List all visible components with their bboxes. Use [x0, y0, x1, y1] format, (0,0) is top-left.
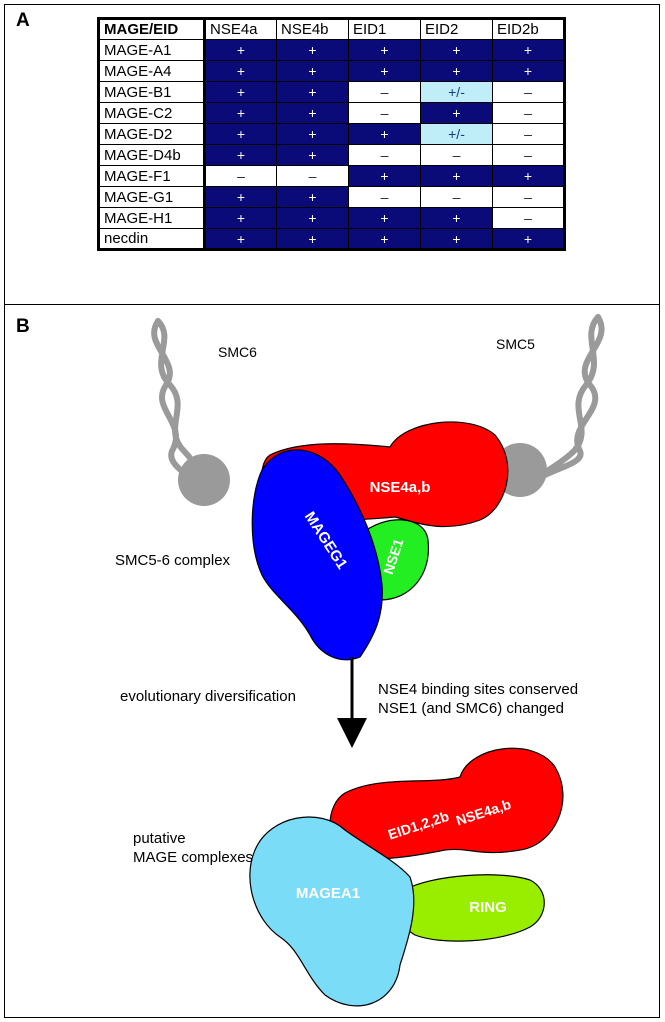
- table-row: MAGE-B1 + + – +/- –: [98, 81, 565, 103]
- table-cell: +: [420, 60, 493, 82]
- table-cell: +: [204, 207, 277, 229]
- table-cell: –: [348, 81, 421, 103]
- table-cell: +: [348, 228, 421, 250]
- table-cell: +: [276, 123, 349, 145]
- header-corner: MAGE/EID: [98, 18, 206, 40]
- table-cell: +: [204, 228, 277, 250]
- table-cell: +: [492, 39, 565, 61]
- column-header: EID2b: [492, 18, 565, 40]
- column-header: EID1: [348, 18, 421, 40]
- ring-label: RING: [469, 899, 507, 916]
- table-header-row: MAGE/EID NSE4a NSE4b EID1 EID2 EID2b: [98, 18, 565, 40]
- magea1-subunit: [249, 816, 415, 1007]
- row-header: MAGE-B1: [98, 81, 206, 103]
- table-cell: +: [420, 165, 493, 187]
- table-cell: +: [420, 39, 493, 61]
- table-cell: +: [276, 228, 349, 250]
- panel-b-label: B: [16, 316, 30, 337]
- row-header: MAGE-A4: [98, 60, 206, 82]
- table-cell: +: [204, 144, 277, 166]
- binding-table: MAGE/EID NSE4a NSE4b EID1 EID2 EID2b MAG…: [97, 17, 566, 251]
- table-cell: +: [348, 165, 421, 187]
- figure-frame: [4, 4, 660, 1018]
- table-row: MAGE-A1 + + + + +: [98, 39, 565, 61]
- panel-a-label: A: [16, 10, 30, 31]
- row-header: MAGE-F1: [98, 165, 206, 187]
- table-cell: –: [420, 144, 493, 166]
- table-cell: +: [204, 123, 277, 145]
- table-cell: –: [204, 165, 277, 187]
- table-cell: +: [276, 60, 349, 82]
- table-cell: +: [348, 123, 421, 145]
- table-cell: +: [420, 207, 493, 229]
- table-cell: +: [204, 39, 277, 61]
- table-cell: +: [492, 60, 565, 82]
- complex-diagram: SMC6 SMC5 NSE4a,b MAGEG1 NSE1 SMC5-6 com…: [115, 314, 605, 1007]
- table-row: MAGE-F1– – + + +: [98, 165, 565, 187]
- row-header: MAGE-G1: [98, 186, 206, 208]
- putative-label-1: putative: [133, 830, 186, 847]
- eid-nse4-subunit: [329, 747, 564, 860]
- row-header: MAGE-H1: [98, 207, 206, 229]
- table-row: MAGE-G1 + + – – –: [98, 186, 565, 208]
- nse4-label: NSE4a,b: [370, 479, 431, 496]
- table-cell: –: [420, 186, 493, 208]
- conservation-note-1: NSE4 binding sites conserved: [378, 681, 578, 698]
- table-cell: +: [348, 60, 421, 82]
- table-cell: +: [204, 102, 277, 124]
- table-cell: –: [492, 186, 565, 208]
- putative-label-2: MAGE complexes: [133, 849, 253, 866]
- table-cell: +: [276, 144, 349, 166]
- evolution-label: evolutionary diversification: [120, 688, 296, 705]
- table-cell: –: [348, 144, 421, 166]
- table-cell: +/-: [420, 81, 493, 103]
- table-cell: +: [204, 81, 277, 103]
- table-cell: +: [276, 102, 349, 124]
- table-cell: –: [348, 186, 421, 208]
- smc6-label: SMC6: [218, 344, 257, 360]
- complex-label: SMC5-6 complex: [115, 552, 231, 569]
- table-row: MAGE-A4 + + + + +: [98, 60, 565, 82]
- table-cell: +: [276, 207, 349, 229]
- table-cell: –: [492, 102, 565, 124]
- table-cell: –: [348, 102, 421, 124]
- table-cell: +: [492, 228, 565, 250]
- mageg1-subunit: [251, 449, 383, 661]
- table-cell: +: [348, 207, 421, 229]
- row-header: MAGE-D4b: [98, 144, 206, 166]
- table-cell: +: [276, 186, 349, 208]
- table-row: MAGE-D2 + + + +/- –: [98, 123, 565, 145]
- smc6-head: [178, 454, 230, 506]
- row-header: MAGE-D2: [98, 123, 206, 145]
- table-cell: –: [492, 207, 565, 229]
- table-cell: +: [492, 165, 565, 187]
- table-cell: –: [492, 123, 565, 145]
- column-header: NSE4b: [276, 18, 349, 40]
- column-header: EID2: [420, 18, 493, 40]
- table-cell: +: [204, 60, 277, 82]
- smc5-label: SMC5: [496, 336, 535, 352]
- column-header: NSE4a: [204, 18, 277, 40]
- table-cell: +: [276, 81, 349, 103]
- table-cell: +: [348, 39, 421, 61]
- magea1-label: MAGEA1: [296, 885, 360, 902]
- table-row: necdin + + + + +: [98, 228, 565, 250]
- smc5-coil: [531, 314, 605, 486]
- row-header: MAGE-C2: [98, 102, 206, 124]
- table-row: MAGE-C2 + + – + –: [98, 102, 565, 124]
- table-cell: –: [492, 144, 565, 166]
- table-cell: +: [420, 102, 493, 124]
- panel-divider: [4, 304, 660, 305]
- row-header: necdin: [98, 228, 206, 250]
- row-header: MAGE-A1: [98, 39, 206, 61]
- table-cell: +: [276, 39, 349, 61]
- conservation-note-2: NSE1 (and SMC6) changed: [378, 700, 564, 717]
- table-cell: –: [492, 81, 565, 103]
- table-row: MAGE-H1 + + + + –: [98, 207, 565, 229]
- table-cell: +: [420, 228, 493, 250]
- table-cell: +/-: [420, 123, 493, 145]
- table-cell: +: [204, 186, 277, 208]
- table-row: MAGE-D4b + + – – –: [98, 144, 565, 166]
- table-cell: –: [276, 165, 349, 187]
